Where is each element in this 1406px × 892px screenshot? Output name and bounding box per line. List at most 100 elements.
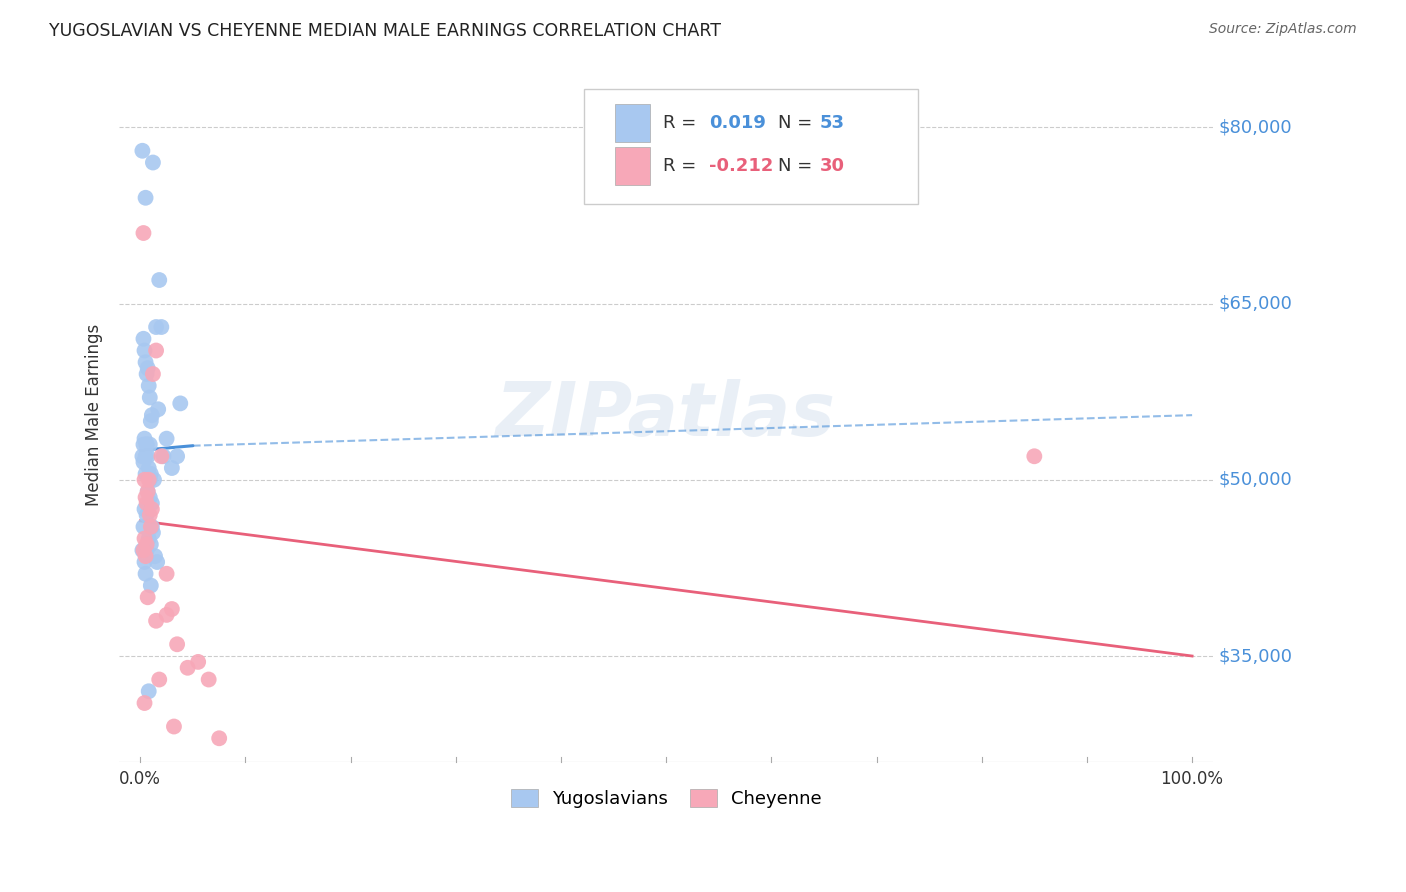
- Point: [145, 320, 167, 334]
- Point: [197, 673, 219, 687]
- Point: [176, 661, 198, 675]
- Point: [136, 484, 159, 499]
- Legend: Yugoslavians, Cheyenne: Yugoslavians, Cheyenne: [503, 781, 830, 815]
- Point: [155, 566, 177, 581]
- Point: [132, 226, 155, 240]
- Point: [142, 525, 165, 540]
- Point: [141, 408, 163, 422]
- Text: 53: 53: [820, 113, 845, 132]
- Y-axis label: Median Male Earnings: Median Male Earnings: [86, 324, 103, 507]
- Point: [166, 450, 188, 464]
- Point: [132, 543, 155, 558]
- Point: [143, 549, 166, 563]
- Point: [141, 502, 163, 516]
- Point: [150, 450, 173, 464]
- Point: [132, 455, 155, 469]
- Point: [141, 520, 163, 534]
- Point: [141, 496, 163, 510]
- Point: [135, 191, 157, 205]
- Point: [169, 396, 191, 410]
- Text: $35,000: $35,000: [1219, 647, 1292, 665]
- Point: [132, 520, 155, 534]
- Point: [160, 461, 183, 475]
- Text: N =: N =: [778, 157, 818, 175]
- Point: [139, 508, 162, 522]
- Point: [142, 155, 165, 169]
- Point: [135, 566, 157, 581]
- Point: [139, 467, 162, 481]
- Point: [138, 532, 160, 546]
- Point: [135, 537, 157, 551]
- Point: [155, 432, 177, 446]
- Text: N =: N =: [778, 113, 818, 132]
- Text: ZIPatlas: ZIPatlas: [496, 378, 837, 451]
- Point: [132, 437, 155, 451]
- Point: [136, 484, 159, 499]
- FancyBboxPatch shape: [583, 89, 918, 203]
- Point: [135, 549, 157, 563]
- Point: [132, 332, 155, 346]
- Point: [1024, 450, 1046, 464]
- Text: R =: R =: [662, 157, 702, 175]
- Point: [138, 461, 160, 475]
- Point: [155, 607, 177, 622]
- Text: 30: 30: [820, 157, 845, 175]
- Point: [143, 473, 166, 487]
- Point: [187, 655, 209, 669]
- Point: [138, 378, 160, 392]
- Text: $80,000: $80,000: [1219, 119, 1292, 136]
- Point: [139, 414, 162, 428]
- Point: [148, 402, 170, 417]
- Point: [138, 684, 160, 698]
- Point: [139, 391, 162, 405]
- FancyBboxPatch shape: [614, 146, 650, 185]
- Text: Source: ZipAtlas.com: Source: ZipAtlas.com: [1209, 22, 1357, 37]
- Point: [138, 473, 160, 487]
- Point: [134, 432, 156, 446]
- Point: [142, 367, 165, 381]
- Point: [135, 543, 157, 558]
- Point: [135, 508, 157, 522]
- Point: [136, 591, 159, 605]
- Point: [131, 543, 153, 558]
- Text: 0.019: 0.019: [709, 113, 766, 132]
- Text: $65,000: $65,000: [1219, 294, 1292, 312]
- Text: $50,000: $50,000: [1219, 471, 1292, 489]
- Point: [134, 502, 156, 516]
- Point: [131, 450, 153, 464]
- Point: [160, 602, 183, 616]
- Point: [208, 731, 231, 746]
- Point: [139, 520, 162, 534]
- Point: [150, 320, 173, 334]
- Point: [148, 273, 170, 287]
- Point: [135, 491, 157, 505]
- Point: [145, 343, 167, 358]
- Text: R =: R =: [662, 113, 702, 132]
- Point: [148, 673, 170, 687]
- Point: [135, 496, 157, 510]
- Point: [139, 537, 162, 551]
- Point: [131, 144, 153, 158]
- Point: [139, 473, 162, 487]
- Text: -0.212: -0.212: [709, 157, 773, 175]
- Point: [135, 437, 157, 451]
- Point: [134, 696, 156, 710]
- Text: YUGOSLAVIAN VS CHEYENNE MEDIAN MALE EARNINGS CORRELATION CHART: YUGOSLAVIAN VS CHEYENNE MEDIAN MALE EARN…: [49, 22, 721, 40]
- Point: [163, 719, 186, 733]
- Point: [136, 450, 159, 464]
- Point: [135, 450, 157, 464]
- Point: [139, 578, 162, 592]
- FancyBboxPatch shape: [614, 103, 650, 142]
- Point: [135, 367, 157, 381]
- Point: [134, 473, 156, 487]
- Point: [135, 467, 157, 481]
- Point: [134, 532, 156, 546]
- Point: [139, 437, 162, 451]
- Point: [134, 555, 156, 569]
- Point: [135, 437, 157, 451]
- Point: [139, 491, 162, 505]
- Point: [136, 361, 159, 376]
- Point: [134, 343, 156, 358]
- Point: [146, 555, 169, 569]
- Point: [152, 450, 174, 464]
